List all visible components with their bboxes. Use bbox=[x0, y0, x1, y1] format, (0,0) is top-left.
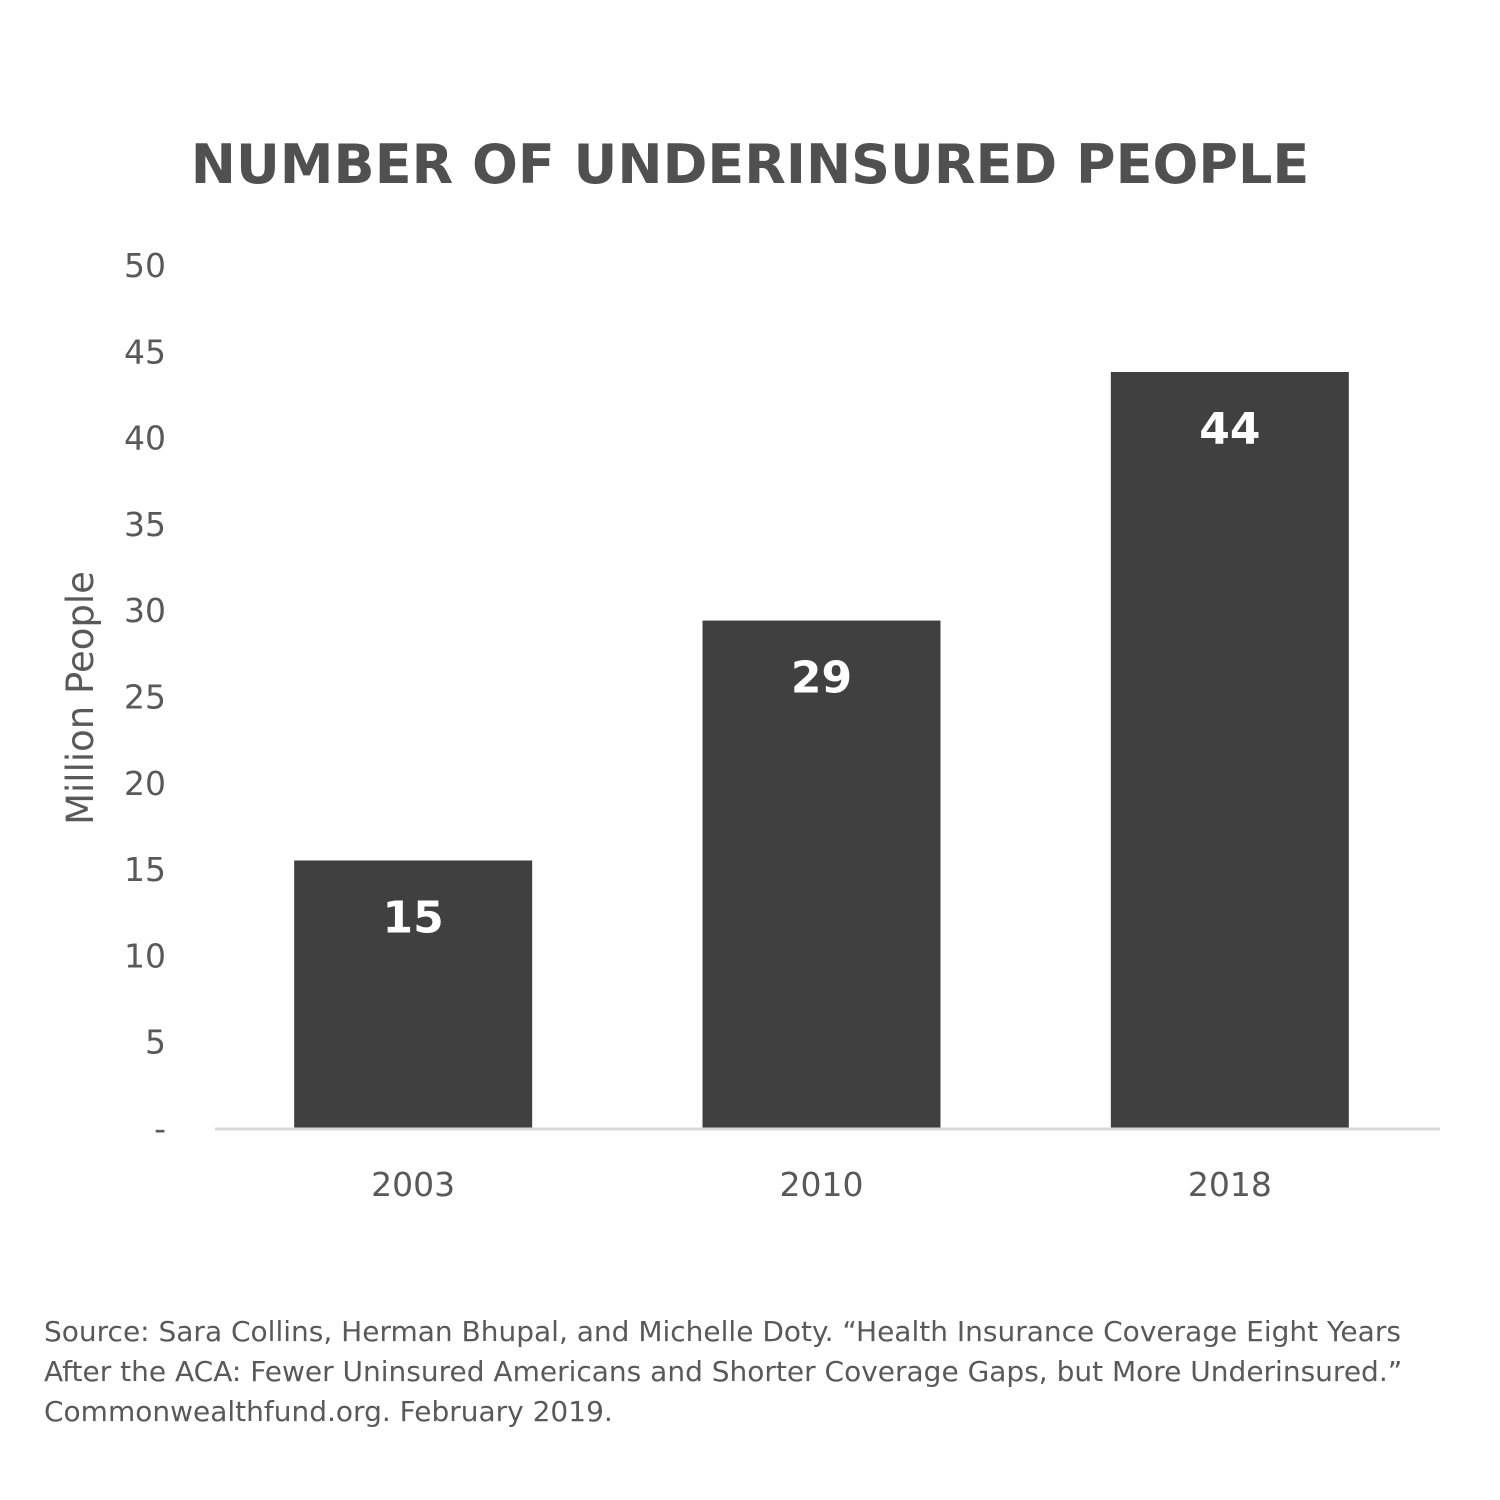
data-label: 15 bbox=[383, 892, 444, 943]
y-tick-label: 20 bbox=[124, 764, 166, 803]
y-tick-label: 40 bbox=[124, 419, 166, 458]
y-tick-label: 50 bbox=[124, 246, 166, 285]
bar bbox=[294, 860, 533, 1128]
x-tick-label: 2003 bbox=[371, 1165, 455, 1204]
data-label: 44 bbox=[1199, 404, 1260, 455]
y-tick-label: 10 bbox=[124, 936, 166, 975]
chart-title: NUMBER OF UNDERINSURED PEOPLE bbox=[191, 133, 1310, 196]
y-tick-label: 30 bbox=[124, 591, 166, 630]
data-labels-group: 15 29 44 bbox=[383, 404, 1261, 943]
y-axis-ticks: - 5 10 15 20 25 30 35 40 45 50 bbox=[124, 246, 166, 1148]
y-tick-label: 5 bbox=[145, 1023, 166, 1062]
bar bbox=[702, 620, 941, 1128]
x-axis-ticks: 2003 2010 2018 bbox=[371, 1165, 1272, 1204]
y-tick-label: 45 bbox=[124, 332, 166, 371]
y-tick-label: - bbox=[154, 1109, 166, 1148]
y-tick-label: 25 bbox=[124, 678, 166, 717]
y-axis-title: Million People bbox=[59, 571, 102, 825]
source-note: Source: Sara Collins, Herman Bhupal, and… bbox=[44, 1315, 1403, 1428]
bars-group bbox=[294, 372, 1349, 1129]
x-tick-label: 2018 bbox=[1188, 1165, 1272, 1204]
data-label: 29 bbox=[791, 653, 852, 704]
y-tick-label: 15 bbox=[124, 850, 166, 889]
bar bbox=[1110, 372, 1349, 1129]
x-tick-label: 2010 bbox=[780, 1165, 864, 1204]
y-tick-label: 35 bbox=[124, 505, 166, 544]
